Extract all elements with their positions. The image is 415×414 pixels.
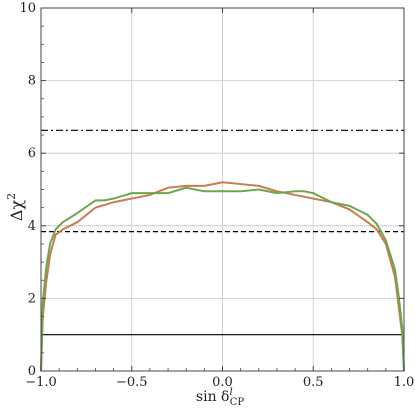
y-axis-ticks: 0 2 4 6 8 10 [19, 1, 404, 379]
series-line-2 [40, 186, 405, 372]
x-axis-ticks: −1.0 −0.5 0.0 0.5 1.0 [25, 8, 414, 390]
y-tick-label: 2 [28, 291, 36, 306]
x-tick-label: −0.5 [116, 375, 148, 390]
y-tick-label: 8 [28, 74, 36, 89]
series-line-1 [40, 181, 405, 372]
y-axis-label: Δχ2 [5, 193, 26, 221]
x-tick-label: −1.0 [25, 375, 57, 390]
reference-lines [41, 129, 404, 336]
series-lines [40, 181, 405, 372]
x-tick-label: 0.5 [303, 375, 324, 390]
x-tick-label: 1.0 [394, 375, 415, 390]
x-tick-label: 0.0 [212, 375, 233, 390]
y-tick-label: 10 [19, 1, 36, 16]
grid-lines [41, 8, 404, 371]
y-tick-label: 6 [28, 146, 36, 161]
y-tick-label: 4 [28, 219, 36, 234]
y-tick-label: 0 [28, 364, 36, 379]
x-axis-label: sin δl CP [196, 387, 244, 408]
